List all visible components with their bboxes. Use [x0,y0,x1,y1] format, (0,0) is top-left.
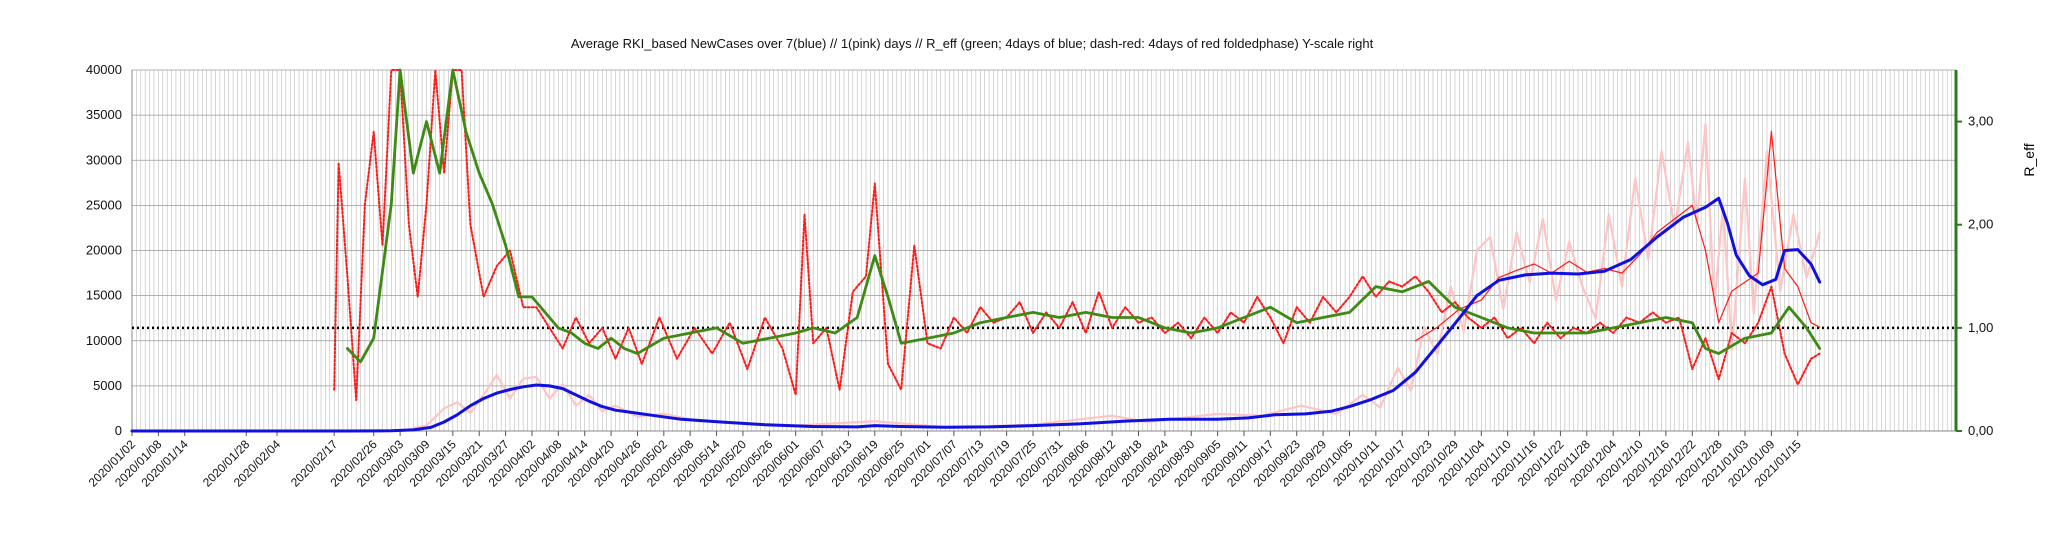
series-layer [130,68,1956,433]
y-right-tick-label: 0,00 [1968,423,1993,438]
y-left-tick-label: 35000 [86,107,122,122]
series-blue-7day-cases [130,196,1822,433]
y-left-tick-label: 25000 [86,197,122,212]
y-left-tick-label: 40000 [86,62,122,77]
y-left-tick-label: 15000 [86,288,122,303]
right-axis-label: R_eff [2021,143,2037,176]
series-green-reff [346,68,1822,364]
y-right-tick-label: 1,00 [1968,320,1993,335]
chart-title: Average RKI_based NewCases over 7(blue) … [571,36,1374,51]
y-left-tick-label: 10000 [86,333,122,348]
axes-layer [131,70,1962,436]
y-left-tick-label: 0 [115,423,122,438]
y-left-tick-label: 5000 [93,378,122,393]
y-left-tick-label: 20000 [86,243,122,258]
grid-layer [131,69,1957,432]
y-right-tick-label: 2,00 [1968,217,1993,232]
y-left-tick-label: 30000 [86,152,122,167]
series-pink-daily-cases [403,123,1821,432]
y-right-tick-label: 3,00 [1968,114,1993,129]
